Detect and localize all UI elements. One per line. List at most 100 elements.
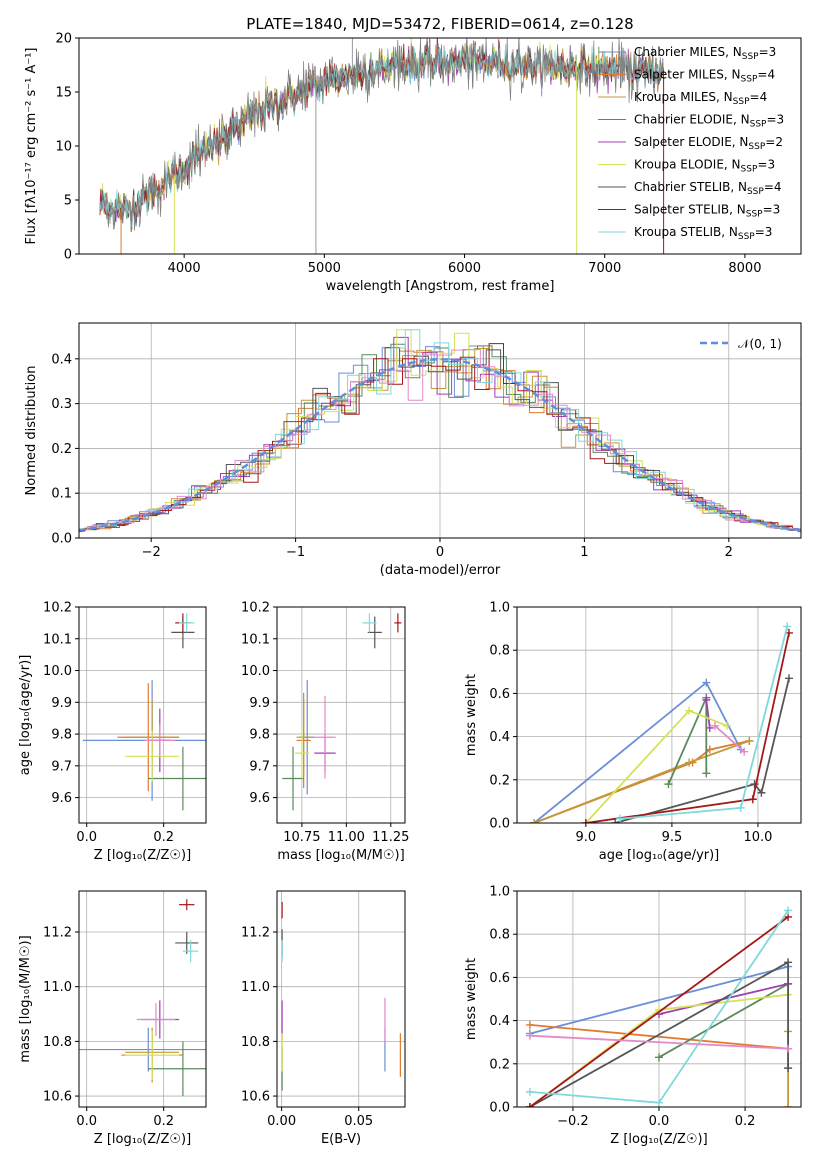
mass-weight-marker bbox=[783, 622, 792, 631]
mass_vs_ebv-grid bbox=[277, 891, 405, 1107]
x-axis-label: age [log₁₀(age/yr)] bbox=[599, 848, 720, 863]
errorbar-point bbox=[314, 695, 336, 779]
errorbar-point bbox=[136, 1003, 176, 1036]
x-tick-label: 5000 bbox=[308, 261, 341, 276]
y-tick-label: 0.2 bbox=[489, 773, 510, 788]
x-tick-label: 0.00 bbox=[267, 1114, 296, 1129]
errorbar-point bbox=[179, 899, 195, 911]
mass-weight-line bbox=[529, 916, 789, 1107]
y-tick-label: 10.8 bbox=[43, 1035, 72, 1050]
spectrum-data-line bbox=[99, 38, 664, 231]
age_vs_mass-panel: 10.75 11.00 11.25 9.6 9.7 9.8 9.9 10.0 10.1 10.2 m… bbox=[241, 601, 409, 864]
mass-weight-marker bbox=[722, 721, 731, 730]
mass_vs_Z-points bbox=[79, 899, 206, 1097]
y-tick-label: 10.6 bbox=[43, 1090, 72, 1105]
y-tick-label: 0.4 bbox=[489, 1014, 510, 1029]
mass-weight-marker bbox=[611, 819, 620, 823]
x-axis-label: (data-model)/error bbox=[380, 563, 501, 578]
mass-weight-marker bbox=[784, 906, 793, 915]
errorbar-point bbox=[125, 730, 180, 782]
x-tick-label: 0.0 bbox=[649, 1114, 670, 1129]
massweight_vs_age-grid bbox=[517, 606, 801, 824]
mass-weight-marker bbox=[748, 795, 757, 804]
mass-weight-marker bbox=[525, 1031, 534, 1040]
y-tick-label: 0.1 bbox=[51, 487, 72, 502]
errorbar-point bbox=[182, 940, 199, 963]
spectrum-panel: 4000 5000 6000 7000 8000 0 5 10 15 20 wavelength [… bbox=[24, 15, 802, 294]
legend-entry: 𝒩(0, 1) bbox=[738, 337, 782, 351]
y-tick-label: 10.6 bbox=[241, 1090, 270, 1105]
x-tick-label: −1 bbox=[286, 545, 305, 560]
y-tick-label: 0.0 bbox=[489, 817, 510, 832]
errorbar-point bbox=[79, 1027, 206, 1072]
y-tick-label: 11.0 bbox=[241, 980, 270, 995]
y-tick-label: 10.2 bbox=[43, 601, 72, 616]
y-tick-label: 11.2 bbox=[43, 926, 72, 941]
legend-entry: Salpeter ELODIE, NSSP=2 bbox=[634, 135, 783, 152]
residual-histograms bbox=[79, 329, 801, 533]
x-axis-label: Z [log₁₀(Z/Z☉)] bbox=[94, 1132, 191, 1147]
figure-title: PLATE=1840, MJD=53472, FIBERID=0614, z=0… bbox=[246, 15, 633, 33]
legend-entry: Chabrier MILES, NSSP=3 bbox=[634, 45, 776, 62]
errorbar-point bbox=[175, 932, 199, 954]
mass-weight-line bbox=[614, 678, 790, 823]
mass-weight-line bbox=[658, 983, 789, 1059]
errorbar-point bbox=[144, 724, 176, 757]
y-tick-label: 9.9 bbox=[249, 696, 270, 711]
y-tick-label: 9.7 bbox=[249, 759, 270, 774]
errorbar-point bbox=[179, 613, 195, 633]
x-tick-label: 0.2 bbox=[153, 830, 174, 845]
x-tick-label: 11.00 bbox=[328, 830, 365, 845]
axes-frame bbox=[516, 606, 802, 824]
x-tick-label: 9.0 bbox=[576, 830, 597, 845]
mass-weight-marker bbox=[664, 780, 673, 789]
y-axis-label: mass [log₁₀(M/M☉)] bbox=[18, 935, 33, 1062]
mass-weight-marker bbox=[784, 958, 793, 967]
axes-frame bbox=[78, 606, 207, 824]
mass-weight-marker bbox=[702, 678, 711, 687]
residuals-panel: −2 −1 0 1 2 0.0 0.1 0.2 0.3 0.4 (data-model)/error… bbox=[24, 322, 802, 578]
x-tick-label: 2 bbox=[725, 545, 733, 560]
y-tick-label: 9.8 bbox=[51, 728, 72, 743]
age_vs_mass-grid bbox=[277, 606, 405, 823]
mass-weight-line bbox=[714, 725, 745, 753]
x-tick-label: 0.0 bbox=[76, 1114, 97, 1129]
y-tick-label: 9.7 bbox=[51, 759, 72, 774]
legend-entry: Chabrier STELIB, NSSP=4 bbox=[634, 180, 782, 197]
x-tick-label: 0.05 bbox=[344, 1114, 373, 1129]
x-axis-label: E(B-V) bbox=[321, 1132, 361, 1147]
errorbar-point bbox=[282, 746, 304, 811]
y-tick-label: 0.4 bbox=[489, 730, 510, 745]
errorbar-point bbox=[125, 1030, 180, 1080]
y-tick-label: 10.1 bbox=[43, 632, 72, 647]
y-tick-label: 11.2 bbox=[241, 926, 270, 941]
x-tick-label: 11.25 bbox=[372, 830, 409, 845]
y-tick-label: 0.0 bbox=[489, 1101, 510, 1116]
y-tick-label: 10.1 bbox=[241, 632, 270, 647]
x-tick-label: 8000 bbox=[728, 261, 761, 276]
mass-weight-marker bbox=[685, 706, 694, 715]
age_vs_Z-panel: 0.0 0.2 9.6 9.7 9.8 9.9 10.0 10.1 10.2 Z [log₁₀(Z… bbox=[18, 601, 207, 863]
x-axis-label: Z [log₁₀(Z/Z☉)] bbox=[610, 1132, 707, 1147]
spectrum-legend: Chabrier MILES, NSSP=3 Salpeter MILES, NS… bbox=[598, 45, 784, 242]
x-tick-label: 9.5 bbox=[662, 830, 683, 845]
mass_vs_ebv-points bbox=[281, 901, 401, 1091]
y-tick-label: 9.9 bbox=[51, 696, 72, 711]
massweight_vs_age-series bbox=[530, 622, 793, 823]
mass-weight-marker bbox=[655, 1098, 663, 1107]
normal-curve bbox=[79, 358, 801, 532]
age_vs_Z-points bbox=[82, 613, 206, 811]
y-tick-label: 0.6 bbox=[489, 687, 510, 702]
massweight_vs_age-panel: 9.0 9.5 10.0 0.0 0.2 0.4 0.6 0.8 1.0 age [log₁₀(a… bbox=[464, 601, 802, 863]
legend-entry: Chabrier ELODIE, NSSP=3 bbox=[634, 113, 784, 130]
mass-weight-marker bbox=[784, 1064, 793, 1073]
mass-weight-marker bbox=[784, 1044, 793, 1053]
mass-weight-marker bbox=[685, 758, 694, 767]
mass-weight-marker bbox=[525, 1087, 534, 1096]
mass-weight-marker bbox=[784, 1103, 793, 1107]
residual-histogram-step bbox=[79, 329, 801, 531]
massweight_vs_Z-panel: −0.2 0.0 0.2 0.0 0.2 0.4 0.6 0.8 1.0 Z [log₁₀(Z/Z… bbox=[464, 885, 802, 1147]
legend-entry: Salpeter STELIB, NSSP=3 bbox=[634, 203, 780, 220]
x-axis-label: mass [log₁₀(M/M☉)] bbox=[277, 848, 404, 863]
